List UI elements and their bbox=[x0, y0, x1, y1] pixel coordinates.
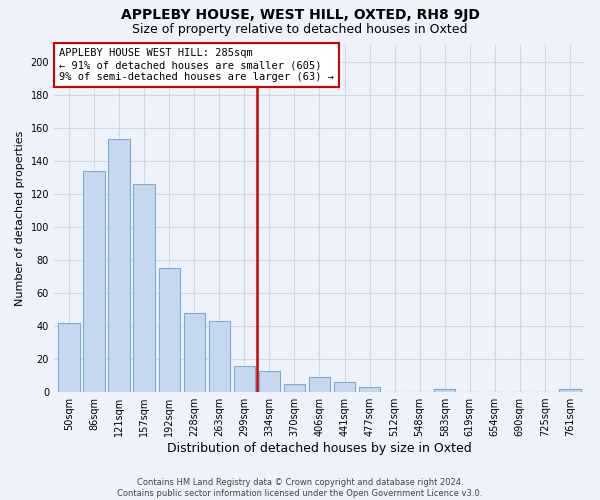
Bar bbox=[259, 370, 280, 392]
Bar bbox=[233, 366, 255, 392]
Text: Size of property relative to detached houses in Oxted: Size of property relative to detached ho… bbox=[132, 22, 468, 36]
Bar bbox=[334, 382, 355, 392]
Bar bbox=[184, 313, 205, 392]
Bar bbox=[359, 387, 380, 392]
Bar bbox=[209, 321, 230, 392]
Text: Contains HM Land Registry data © Crown copyright and database right 2024.
Contai: Contains HM Land Registry data © Crown c… bbox=[118, 478, 482, 498]
Bar bbox=[109, 139, 130, 392]
X-axis label: Distribution of detached houses by size in Oxted: Distribution of detached houses by size … bbox=[167, 442, 472, 455]
Text: APPLEBY HOUSE, WEST HILL, OXTED, RH8 9JD: APPLEBY HOUSE, WEST HILL, OXTED, RH8 9JD bbox=[121, 8, 479, 22]
Y-axis label: Number of detached properties: Number of detached properties bbox=[15, 131, 25, 306]
Bar bbox=[284, 384, 305, 392]
Bar bbox=[434, 389, 455, 392]
Bar bbox=[58, 322, 80, 392]
Bar bbox=[158, 268, 180, 392]
Bar bbox=[309, 377, 330, 392]
Bar bbox=[559, 389, 581, 392]
Bar bbox=[133, 184, 155, 392]
Bar bbox=[83, 170, 104, 392]
Text: APPLEBY HOUSE WEST HILL: 285sqm
← 91% of detached houses are smaller (605)
9% of: APPLEBY HOUSE WEST HILL: 285sqm ← 91% of… bbox=[59, 48, 334, 82]
